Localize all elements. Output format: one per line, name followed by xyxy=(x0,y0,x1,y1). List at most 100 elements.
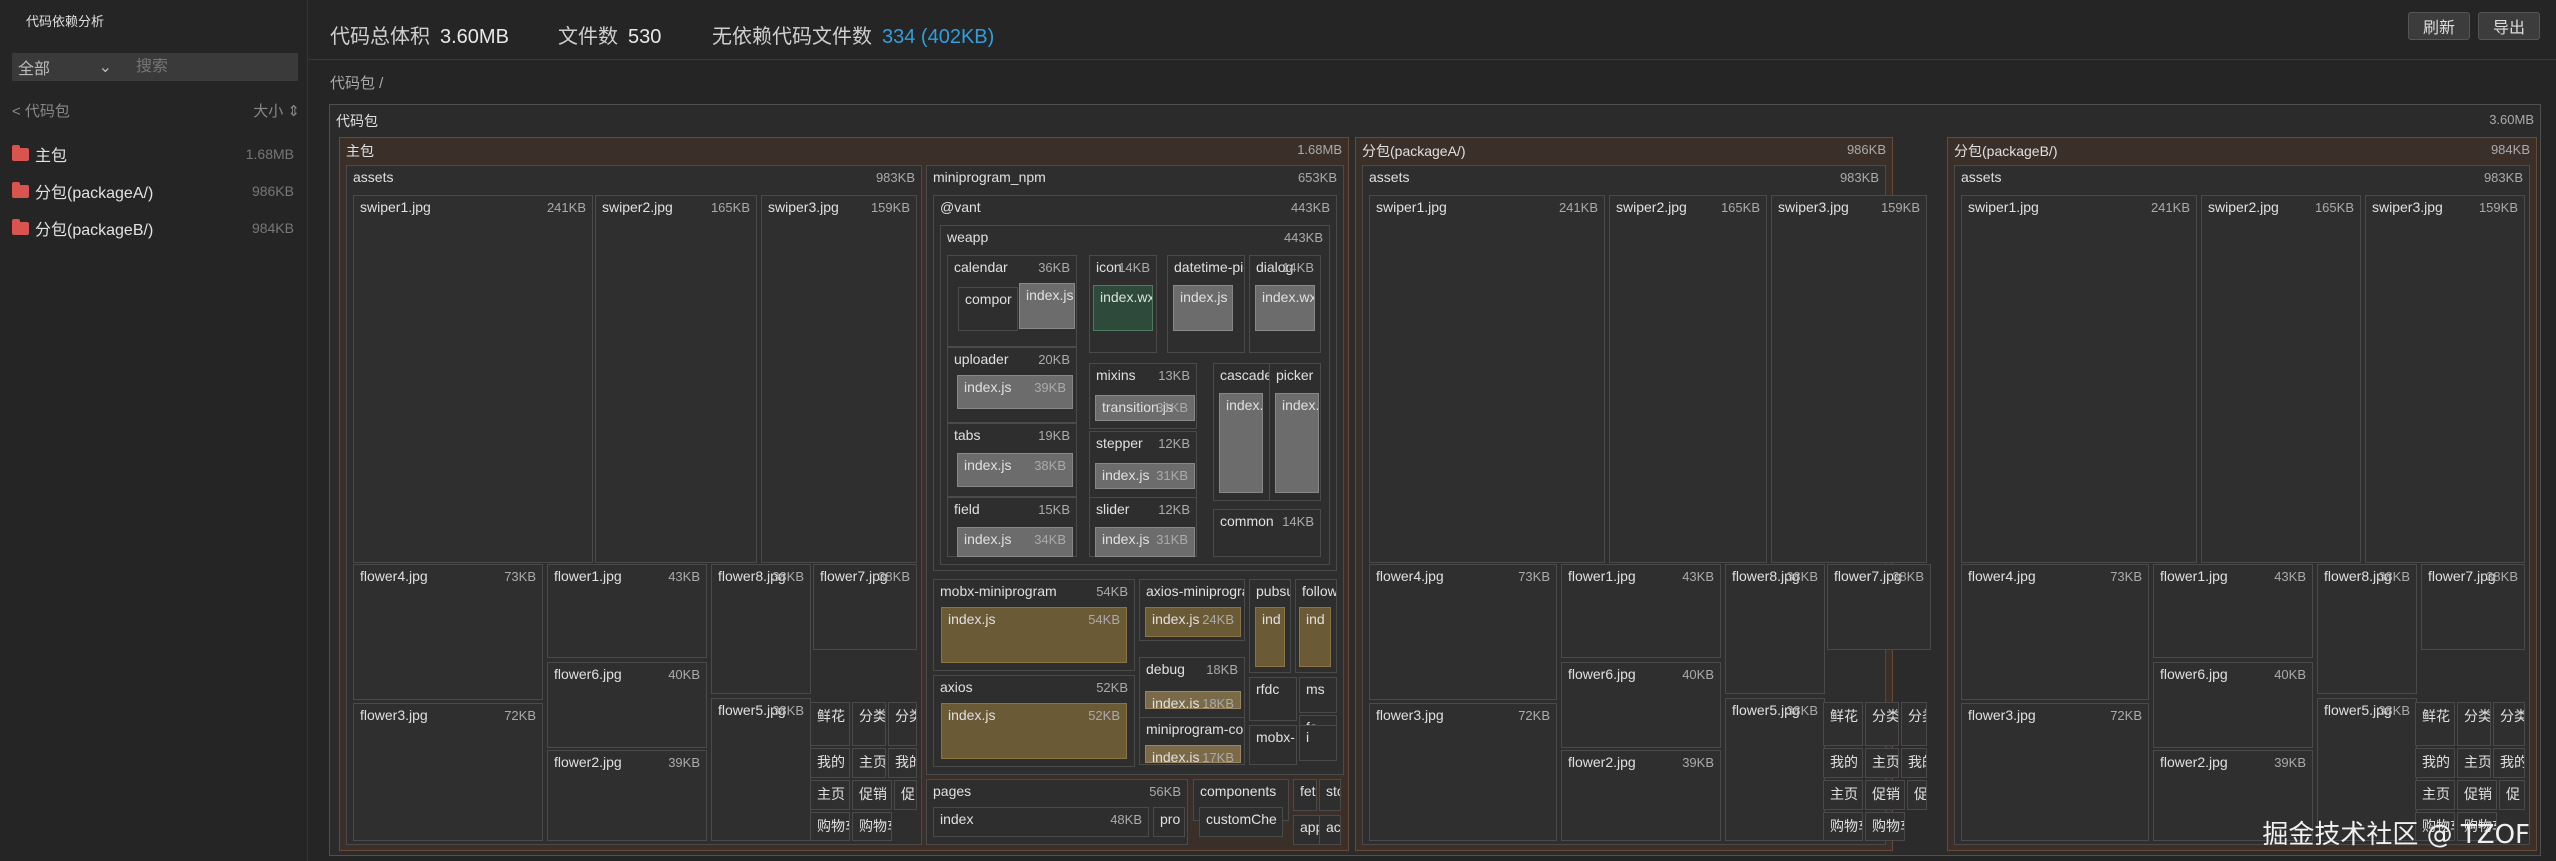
treemap-node[interactable]: index.js xyxy=(1219,393,1263,493)
treemap-node[interactable]: 我的 xyxy=(2415,748,2455,778)
treemap-node[interactable]: 促 xyxy=(894,780,917,810)
treemap-node[interactable]: index.js 31KB xyxy=(1095,527,1195,557)
treemap-node[interactable]: flower3.jpg 72KB xyxy=(1961,703,2149,841)
treemap-node[interactable]: pro xyxy=(1153,807,1185,837)
treemap-node[interactable]: flower2.jpg 39KB xyxy=(547,750,707,841)
treemap-node[interactable]: 我的 xyxy=(2493,748,2525,778)
treemap-node[interactable]: flower5.jpg 38KB xyxy=(2317,698,2417,841)
treemap-node[interactable]: flower4.jpg 73KB xyxy=(353,564,543,700)
treemap-node[interactable]: flower1.jpg 43KB xyxy=(2153,564,2313,658)
treemap-node[interactable]: debug 18KB xyxy=(1139,657,1245,719)
treemap-node[interactable]: flower8.jpg 38KB xyxy=(2317,564,2417,694)
treemap-node[interactable]: common 14KB xyxy=(1213,509,1321,557)
treemap-node[interactable]: 促销 xyxy=(1865,780,1905,810)
treemap-node[interactable]: 分类 xyxy=(1901,702,1927,746)
treemap-node[interactable]: flower4.jpg 73KB xyxy=(1369,564,1557,700)
treemap-node[interactable]: index.js 31KB xyxy=(1095,463,1195,489)
treemap-node[interactable]: swiper1.jpg 241KB xyxy=(1369,195,1605,563)
treemap-node[interactable]: swiper3.jpg 159KB xyxy=(2365,195,2525,563)
treemap-node[interactable]: flower6.jpg 40KB xyxy=(547,662,707,748)
treemap-node[interactable]: 鲜花 xyxy=(810,702,850,746)
treemap-node[interactable]: 分类 xyxy=(852,702,886,746)
treemap-node[interactable]: 分类 xyxy=(2493,702,2525,746)
treemap-node[interactable]: flower3.jpg 72KB xyxy=(353,703,543,841)
treemap-node[interactable]: compor xyxy=(958,287,1018,331)
treemap-node[interactable]: ms xyxy=(1299,677,1337,713)
treemap-node[interactable]: 我的 xyxy=(810,748,850,778)
treemap-node[interactable]: swiper2.jpg 165KB xyxy=(2201,195,2361,563)
treemap-node[interactable]: swiper1.jpg 241KB xyxy=(1961,195,2197,563)
treemap-node[interactable]: flower7.jpg 38KB xyxy=(2421,564,2525,650)
treemap-node[interactable]: index.js 54KB xyxy=(941,607,1127,663)
treemap-node[interactable]: index 48KB xyxy=(933,807,1149,837)
treemap-node[interactable]: swiper3.jpg 159KB xyxy=(761,195,917,563)
treemap-node[interactable]: 鲜花 xyxy=(2415,702,2455,746)
treemap-node[interactable]: flower6.jpg 40KB xyxy=(1561,662,1721,748)
treemap-node[interactable]: swiper3.jpg 159KB xyxy=(1771,195,1927,563)
sort-by-size-toggle[interactable]: 大小 ⇕ xyxy=(253,103,300,120)
treemap-node[interactable]: index.js 24KB xyxy=(1145,607,1241,637)
treemap-node[interactable]: customChe xyxy=(1199,807,1283,837)
treemap-node[interactable]: mobx- xyxy=(1249,725,1297,765)
treemap-node[interactable]: swiper2.jpg 165KB xyxy=(1609,195,1767,563)
treemap-node[interactable]: index.js 52KB xyxy=(941,703,1127,759)
treemap-node[interactable]: 购物车 xyxy=(1865,812,1905,841)
treemap-node[interactable]: 分类 xyxy=(888,702,917,746)
treemap-node[interactable]: 鲜花 xyxy=(1823,702,1863,746)
treemap-node[interactable]: index.js 38KB xyxy=(957,453,1073,487)
treemap-node[interactable]: fet xyxy=(1293,779,1317,811)
treemap-node[interactable]: index.js xyxy=(1019,283,1075,329)
treemap-node[interactable]: 促 xyxy=(2499,780,2525,810)
treemap-node[interactable]: 主页 xyxy=(1865,748,1899,778)
treemap-node[interactable]: 购物车 xyxy=(852,812,892,841)
treemap-node[interactable]: flower3.jpg 72KB xyxy=(1369,703,1557,841)
treemap-node[interactable]: swiper1.jpg 241KB xyxy=(353,195,593,563)
package-item-packageB[interactable]: 分包(packageB/) 984KB xyxy=(12,214,300,242)
treemap-node[interactable]: 我的 xyxy=(1823,748,1863,778)
treemap-node[interactable]: 我的 xyxy=(888,748,917,778)
treemap-node[interactable]: flower5.jpg 38KB xyxy=(1725,698,1825,841)
back-to-packages-link[interactable]: < 代码包 xyxy=(12,103,70,120)
treemap-node[interactable]: 促 xyxy=(1907,780,1927,810)
treemap-node[interactable]: index.js 17KB xyxy=(1145,745,1241,763)
treemap-node[interactable]: swiper2.jpg 165KB xyxy=(595,195,757,563)
treemap-node[interactable]: 分类 xyxy=(1865,702,1899,746)
package-item-main[interactable]: 主包 1.68MB xyxy=(12,140,300,168)
treemap-node[interactable]: sto xyxy=(1319,779,1341,811)
refresh-button[interactable]: 刷新 xyxy=(2407,12,2470,40)
treemap-node[interactable]: index.js xyxy=(1275,393,1319,493)
export-button[interactable]: 导出 xyxy=(2477,12,2540,40)
treemap-node[interactable]: index.js 34KB xyxy=(957,527,1073,557)
treemap-node[interactable]: 购物车 xyxy=(1823,812,1863,841)
treemap-node[interactable]: ind xyxy=(1299,607,1331,667)
treemap-node[interactable]: flower2.jpg 39KB xyxy=(1561,750,1721,841)
treemap-node[interactable]: index.wxss xyxy=(1093,285,1153,331)
treemap-node[interactable]: flower1.jpg 43KB xyxy=(547,564,707,658)
treemap-node[interactable]: flower8.jpg 38KB xyxy=(711,564,811,694)
treemap-node[interactable]: flower7.jpg 38KB xyxy=(1827,564,1931,650)
treemap-node[interactable]: ind xyxy=(1255,607,1285,667)
treemap-node[interactable]: 主页 xyxy=(2415,780,2455,810)
treemap-node[interactable]: 主页 xyxy=(2457,748,2491,778)
treemap-node[interactable]: 我的 xyxy=(1901,748,1927,778)
treemap-node[interactable]: rfdc xyxy=(1249,677,1297,721)
treemap-node[interactable]: 购物车 xyxy=(2415,812,2455,841)
treemap-node[interactable]: index.js 39KB xyxy=(957,375,1073,409)
treemap-node[interactable]: 促销 xyxy=(2457,780,2497,810)
treemap-node[interactable]: index.js xyxy=(1173,285,1233,331)
treemap-node[interactable]: i xyxy=(1299,725,1337,761)
search-input[interactable] xyxy=(122,58,282,76)
treemap-node[interactable]: index.wxss xyxy=(1255,285,1315,331)
filter-select[interactable]: 全部 ⌄ xyxy=(12,53,122,81)
breadcrumb[interactable]: 代码包 / xyxy=(330,75,384,92)
treemap-node[interactable]: 促销 xyxy=(852,780,892,810)
treemap-node[interactable]: flower1.jpg 43KB xyxy=(1561,564,1721,658)
treemap-node[interactable]: transition.js 31KB xyxy=(1095,395,1195,421)
treemap-node[interactable]: 主页 xyxy=(852,748,886,778)
treemap-node[interactable]: flower6.jpg 40KB xyxy=(2153,662,2313,748)
treemap-node[interactable]: flower7.jpg 38KB xyxy=(813,564,917,650)
package-item-packageA[interactable]: 分包(packageA/) 986KB xyxy=(12,177,300,205)
treemap-node[interactable]: 购物车 xyxy=(810,812,850,841)
treemap-node[interactable]: flower4.jpg 73KB xyxy=(1961,564,2149,700)
treemap-node[interactable]: 主页 xyxy=(1823,780,1863,810)
